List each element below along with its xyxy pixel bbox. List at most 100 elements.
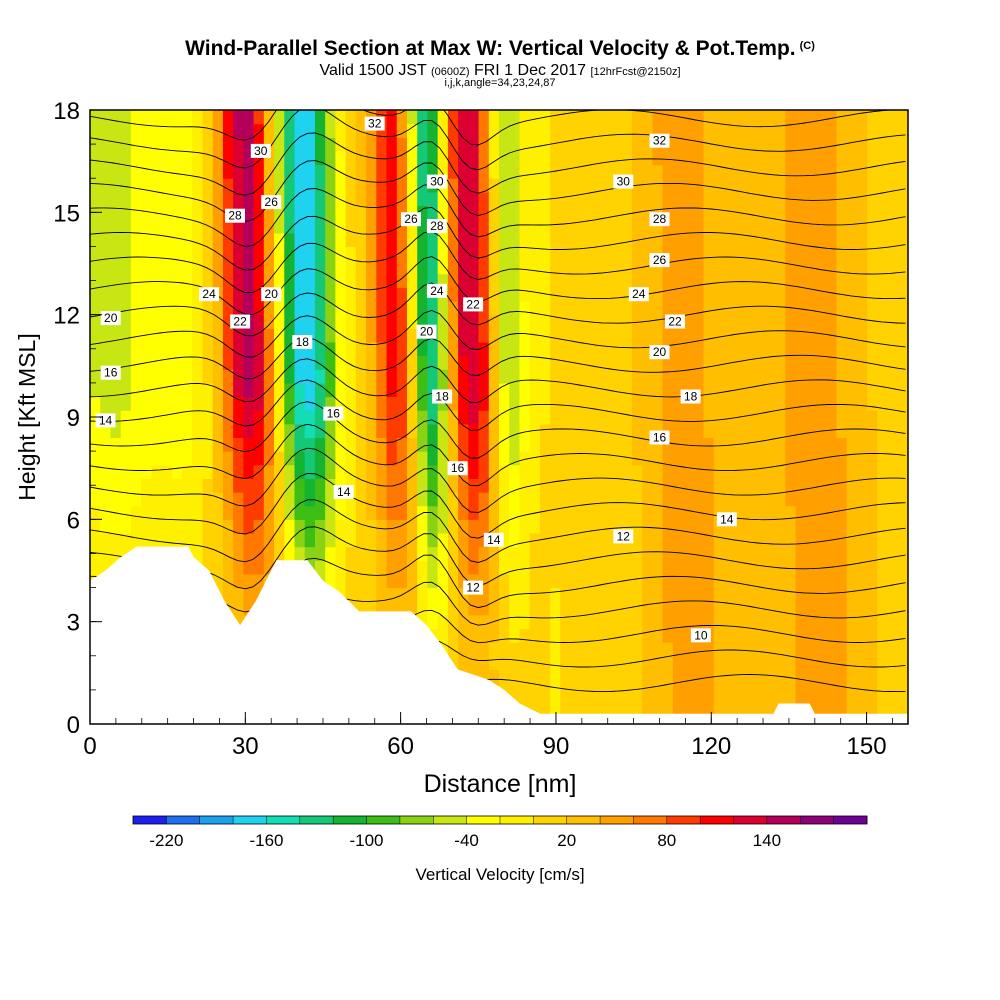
field-cell <box>693 273 705 288</box>
field-cell <box>826 451 838 466</box>
field-cell <box>417 437 429 452</box>
field-cell <box>263 451 275 466</box>
field-cell <box>427 587 439 602</box>
field-cell <box>662 451 674 466</box>
field-cell <box>243 587 255 602</box>
field-cell <box>897 614 908 630</box>
field-cell <box>366 123 377 138</box>
field-cell <box>314 355 326 370</box>
field-cell <box>795 505 807 520</box>
field-cell <box>417 260 429 275</box>
field-cell <box>744 642 756 657</box>
field-cell <box>519 355 531 370</box>
field-cell <box>243 123 255 138</box>
svg-text:22: 22 <box>233 315 247 329</box>
field-cell <box>805 369 817 384</box>
field-cell <box>406 492 418 507</box>
field-cell <box>846 164 858 179</box>
field-cell <box>222 150 234 166</box>
field-cell <box>856 614 868 630</box>
field-cell <box>386 601 398 616</box>
field-cell <box>202 150 214 166</box>
field-cell <box>836 669 848 684</box>
field-cell <box>488 573 500 589</box>
field-cell <box>856 273 868 288</box>
field-cell <box>100 178 112 193</box>
field-cell <box>488 260 500 275</box>
field-cell <box>570 546 582 561</box>
field-cell <box>591 614 602 630</box>
field-cell <box>775 628 786 643</box>
field-cell <box>877 642 889 657</box>
field-cell <box>182 178 193 193</box>
field-cell <box>182 451 193 466</box>
field-cell <box>580 683 592 698</box>
field-cell <box>591 669 602 684</box>
x-tick-label: 150 <box>847 733 887 760</box>
field-cell <box>867 314 878 329</box>
field-cell <box>437 137 449 152</box>
field-cell <box>550 260 561 275</box>
field-cell <box>867 478 878 493</box>
field-cell <box>294 164 306 179</box>
field-cell <box>151 137 163 152</box>
field-cell <box>120 301 132 316</box>
field-cell <box>171 437 183 452</box>
field-cell <box>233 382 244 398</box>
field-cell <box>345 451 357 466</box>
colorbar-tick-label: -100 <box>349 831 383 850</box>
field-cell <box>570 505 582 520</box>
field-cell <box>120 110 132 125</box>
theta-isentrope <box>90 184 906 247</box>
field-cell <box>345 464 357 479</box>
field-cell <box>141 382 152 398</box>
field-cell <box>284 178 296 193</box>
contour-label: 32 <box>649 133 670 148</box>
field-cell <box>846 328 858 343</box>
field-cell <box>304 273 316 288</box>
field-cell <box>253 219 265 234</box>
field-cell <box>662 382 674 398</box>
field-cell <box>805 614 817 630</box>
field-cell <box>836 642 848 657</box>
field-cell <box>897 546 908 561</box>
field-cell <box>815 614 827 630</box>
field-cell <box>274 328 285 343</box>
field-cell <box>744 328 756 343</box>
field-cell <box>263 260 275 275</box>
field-cell <box>754 478 766 493</box>
field-cell <box>437 492 449 507</box>
field-cell <box>335 314 347 329</box>
field-cell <box>304 382 316 398</box>
field-cell <box>550 573 561 589</box>
field-cell <box>192 314 204 329</box>
field-cell <box>284 546 296 561</box>
field-cell <box>161 382 173 398</box>
field-cell <box>591 410 602 425</box>
field-cell <box>815 601 827 616</box>
field-cell <box>304 478 316 493</box>
field-cell <box>836 628 848 643</box>
field-cell <box>754 219 766 234</box>
field-cell <box>570 464 582 479</box>
field-cell <box>314 150 326 166</box>
field-cell <box>120 260 132 275</box>
field-cell <box>877 396 889 411</box>
field-cell <box>406 164 418 179</box>
field-cell <box>192 492 204 507</box>
field-cell <box>345 355 357 370</box>
svg-text:32: 32 <box>368 117 382 131</box>
field-cell <box>161 150 173 166</box>
x-tick-label: 90 <box>543 733 570 760</box>
field-cell <box>499 355 510 370</box>
field-cell <box>826 219 838 234</box>
field-cell <box>509 451 521 466</box>
field-cell <box>867 137 878 152</box>
field-cell <box>744 287 756 302</box>
field-cell <box>182 492 193 507</box>
field-cell <box>284 273 296 288</box>
field-cell <box>795 587 807 602</box>
field-cell <box>826 696 838 711</box>
field-cell <box>560 669 572 684</box>
field-cell <box>815 219 827 234</box>
